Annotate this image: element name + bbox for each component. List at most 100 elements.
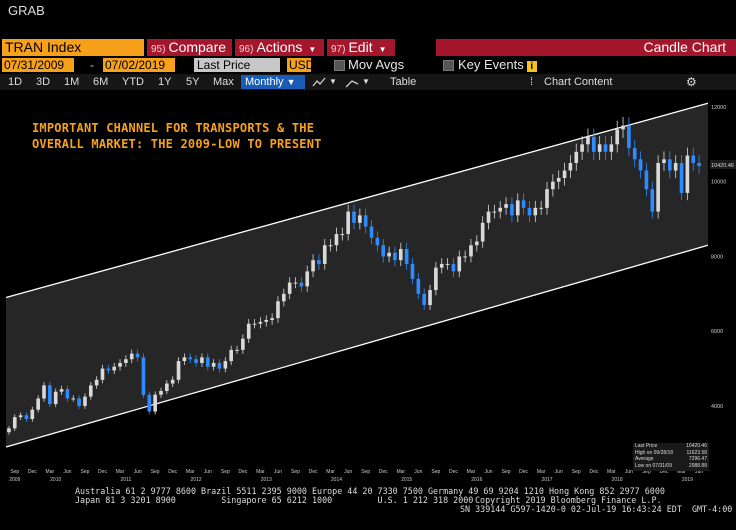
range-6m[interactable]: 6M [93,76,109,88]
candle-body [591,136,596,152]
candle-body [615,129,620,145]
candle-body [375,237,380,246]
candle-body [673,163,678,171]
candle-body [697,163,701,166]
candle-body [504,204,508,208]
key-events-checkbox[interactable] [443,60,454,71]
x-tick-label: Dec [660,469,669,475]
candle-body [147,394,152,412]
edit-button[interactable]: 97) Edit ▼ [327,39,395,56]
candle-body [434,267,438,291]
candle-body [644,170,649,190]
legend-row-high: High on 09/28/18 11623.58 [633,450,709,457]
x-tick-label: Mar [326,469,335,475]
candle-body [632,148,637,160]
edit-label: Edit [348,39,373,55]
candle-body [486,211,491,223]
chart-content-button[interactable]: Chart Content [544,76,613,88]
x-year-label: 2018 [612,477,623,483]
candle-body [264,319,269,322]
x-year-label: 2017 [541,477,552,483]
edit-shortcut: 97) [331,44,346,55]
range-1y[interactable]: 1Y [158,76,172,88]
x-tick-label: Sep [572,469,581,475]
channel-fill [6,103,708,448]
x-tick-label: Mar [186,469,195,475]
candle-body [42,385,46,399]
candle-body [621,125,625,130]
x-tick-label: Sep [151,469,160,475]
chart-content-icon[interactable]: ⁞ [530,76,534,88]
candle-body [276,301,280,319]
candle-body [241,338,245,350]
candle-body [311,260,315,272]
candle-body [322,245,327,264]
x-year-label: 2019 [682,477,693,483]
candle-body [469,245,473,257]
actions-button[interactable]: 96) Actions ▼ [235,39,324,56]
candle-body [551,181,555,190]
range-5y[interactable]: 5Y [186,76,200,88]
draw-tool-icon[interactable] [345,76,359,88]
x-tick-label: Sep [502,469,511,475]
range-max[interactable]: Max [213,76,234,88]
candle-body [305,271,310,287]
price-field-select[interactable]: Last Price [194,58,280,72]
x-tick-label: Dec [28,469,37,475]
actions-shortcut: 96) [239,44,254,55]
end-date-field[interactable]: 07/02/2019 [103,58,175,72]
currency-field[interactable]: USD [287,58,315,72]
range-3d[interactable]: 3D [36,76,51,88]
candle-body [229,349,233,362]
legend-value: 7296.47 [688,456,707,462]
x-tick-label: Mar [677,469,686,475]
ticker-field[interactable]: TRAN Index [2,39,144,56]
x-tick-label: Sep [10,469,19,475]
candle-body [393,252,397,261]
candle-body [498,207,503,212]
range-1d[interactable]: 1D [8,76,23,88]
candle-body [205,357,210,367]
compare-button[interactable]: 95) Compare [147,39,232,56]
legend-row-average: Average 7296.47 [633,456,709,463]
candle-body [562,170,567,178]
gear-icon[interactable]: ⚙ [686,75,697,89]
table-button[interactable]: Table [390,76,417,88]
mov-avgs-label: Mov Avgs [348,57,405,72]
candle-body [170,379,175,384]
date-separator: - [90,58,94,72]
candlestick-chart: 4000 6000 8000 10000 12000 Sep Dec Mar Jun Sep De… [2,92,736,484]
footer-copyright: Copyright 2019 Bloomberg Finance L.P. [475,495,662,505]
chevron-down-icon[interactable]: ▼ [362,77,370,86]
candle-body [580,144,584,152]
range-ytd[interactable]: YTD [122,76,144,88]
x-tick-label: Jun [484,469,492,475]
periodicity-select[interactable]: Monthly ▼ [241,75,305,89]
legend-label: High on 09/28/18 [635,449,674,456]
chevron-down-icon: ▼ [378,45,387,54]
chevron-down-icon[interactable]: ▼ [329,77,337,86]
x-tick-label: Dec [168,469,177,475]
candle-body [18,415,23,418]
x-year-label: 2013 [261,477,272,483]
x-year-label: 2016 [471,477,482,483]
candle-body [480,222,485,242]
x-year-label: 2014 [331,477,342,483]
mov-avgs-checkbox[interactable] [334,60,345,71]
line-chart-icon[interactable] [312,76,326,88]
candle-body [270,318,274,320]
info-icon[interactable]: i [526,61,537,72]
candle-body [59,389,64,392]
candle-body [200,357,204,363]
start-date-field[interactable]: 07/31/2009 [2,58,74,72]
candle-body [235,349,239,351]
candle-body [252,323,257,325]
range-toolbar [0,74,736,90]
range-1m[interactable]: 1M [64,76,80,88]
x-tick-label: Mar [46,469,55,475]
candle-body [352,211,356,223]
x-tick-label: Dec [238,469,247,475]
grab-label: GRAB [8,3,45,18]
candle-body [346,211,350,235]
candle-body [246,323,251,339]
